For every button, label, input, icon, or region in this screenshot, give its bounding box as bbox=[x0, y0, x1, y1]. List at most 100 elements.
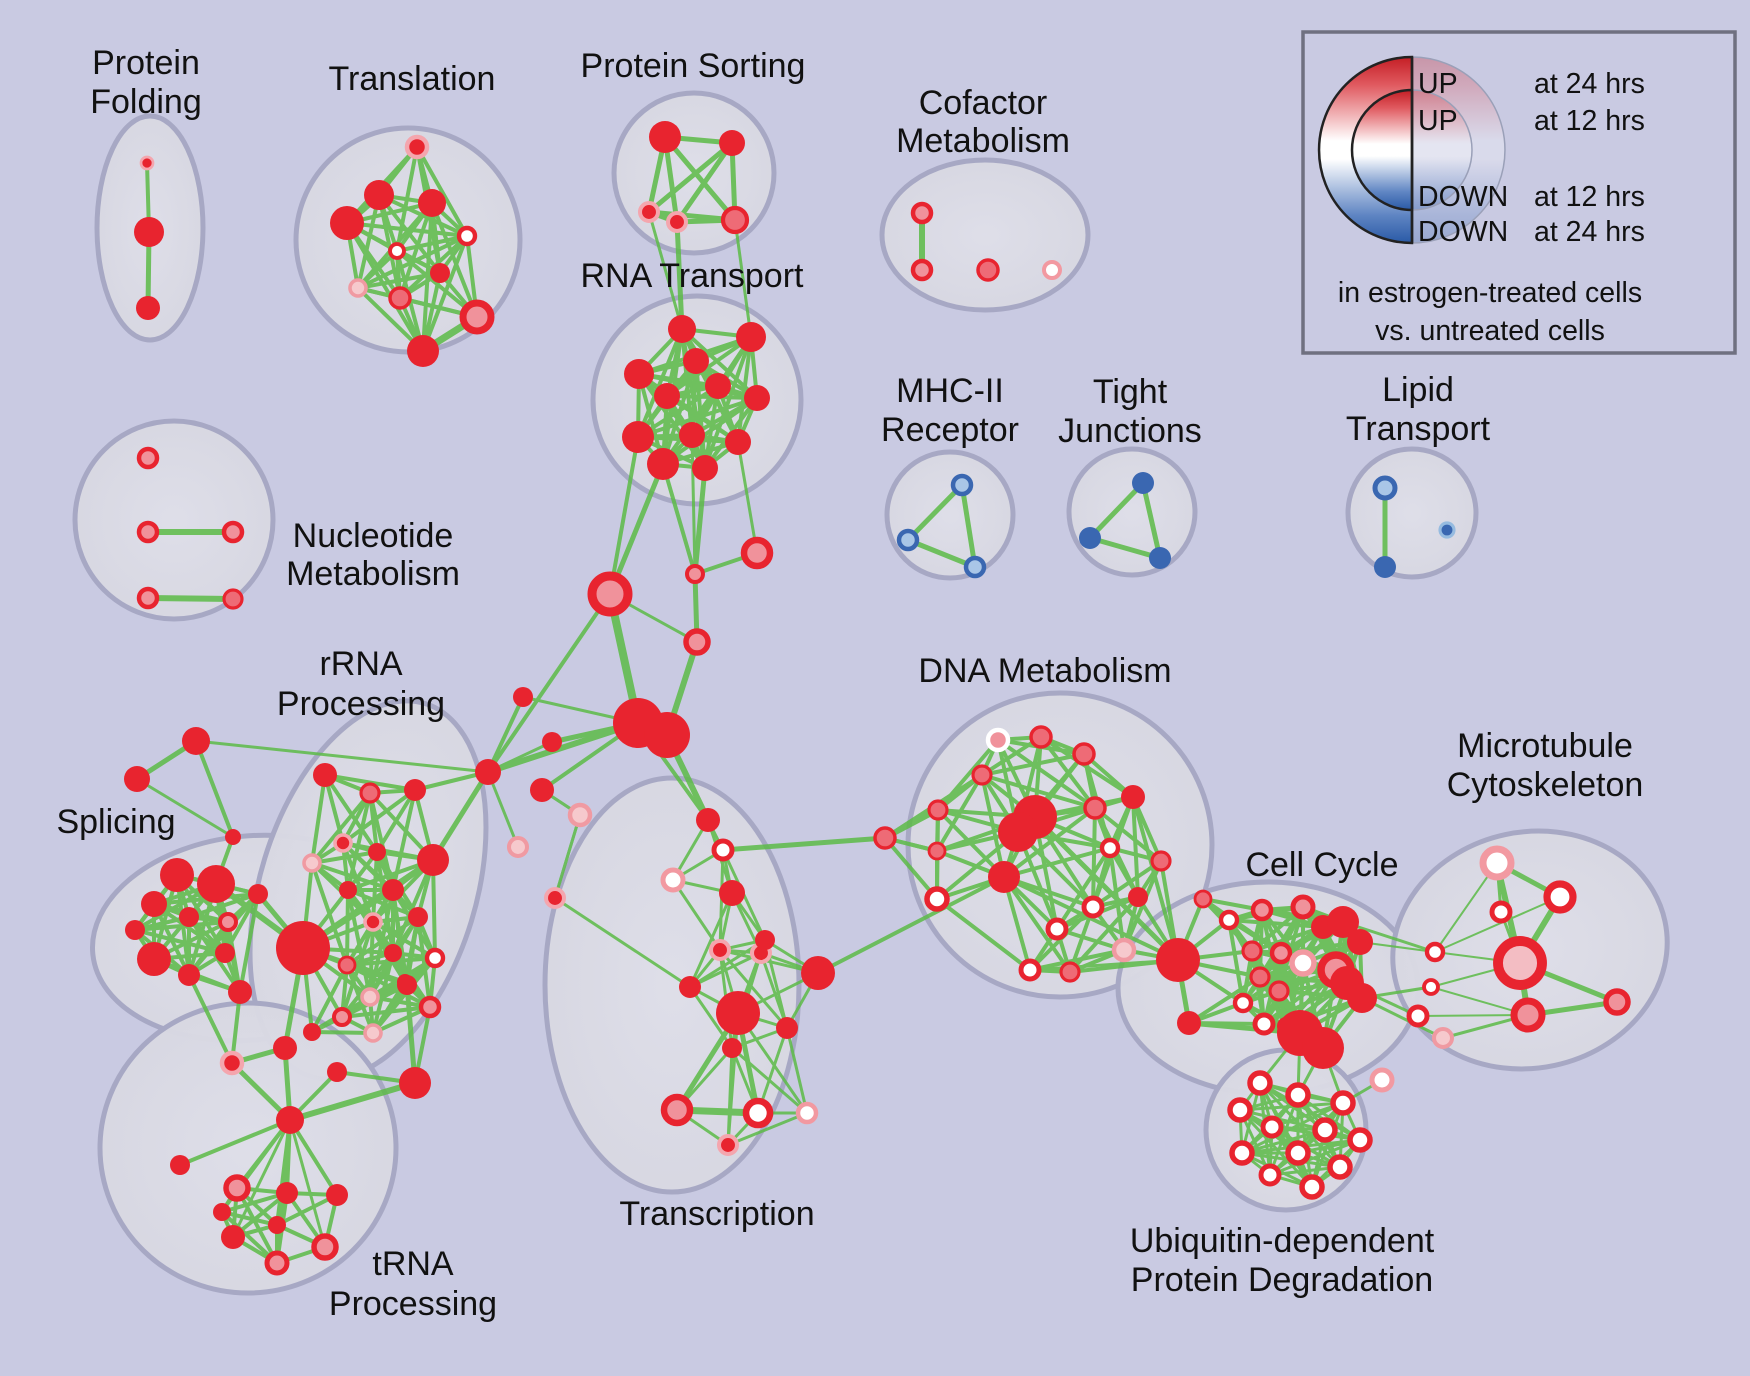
network-edge bbox=[636, 327, 684, 439]
network-edge bbox=[310, 791, 372, 865]
network-node bbox=[685, 564, 705, 584]
cluster-ellipse-nucleotide-metabolism bbox=[72, 418, 276, 622]
network-edge bbox=[404, 982, 418, 1086]
cluster-label-cofactor-metabolism: Cofactor Metabolism bbox=[896, 84, 1070, 160]
network-node bbox=[388, 286, 412, 310]
network-node bbox=[348, 278, 368, 298]
network-edge bbox=[346, 791, 372, 892]
cluster-label-nucleotide-metabolism: Nucleotide Metabolism bbox=[286, 517, 460, 593]
network-edge bbox=[1240, 1128, 1327, 1155]
network-node bbox=[1424, 941, 1446, 963]
network-node bbox=[679, 422, 705, 448]
network-edge bbox=[310, 861, 395, 892]
network-node bbox=[736, 322, 766, 352]
network-edge bbox=[553, 896, 692, 989]
legend-direction-2: DOWN bbox=[1418, 181, 1508, 213]
network-node bbox=[1045, 917, 1069, 941]
network-node bbox=[1489, 900, 1513, 924]
network-edge bbox=[1091, 859, 1163, 909]
network-node bbox=[221, 1225, 245, 1249]
network-node bbox=[407, 335, 439, 367]
network-node bbox=[1438, 521, 1456, 539]
legend-direction-0: UP bbox=[1418, 68, 1458, 100]
network-node bbox=[1285, 1082, 1311, 1108]
network-edge bbox=[486, 770, 520, 849]
legend-text: UP at 24 hrs UP at 12 hrs DOWN at 12 hrs DOWN a… bbox=[1338, 68, 1645, 347]
network-edge bbox=[485, 720, 641, 775]
network-edge bbox=[690, 433, 697, 576]
network-edge bbox=[356, 193, 381, 290]
network-edge bbox=[341, 788, 417, 845]
network-edge bbox=[133, 920, 230, 932]
cluster-label-protein-sorting: Protein Sorting bbox=[581, 47, 806, 85]
network-edge bbox=[345, 888, 350, 967]
network-node bbox=[622, 421, 654, 453]
network-edge bbox=[340, 951, 395, 1019]
network-edge bbox=[1250, 925, 1325, 953]
cluster-label-protein-folding: Protein Folding bbox=[90, 44, 202, 121]
network-node bbox=[647, 448, 679, 480]
network-node bbox=[1252, 1012, 1276, 1036]
network-node bbox=[1302, 1027, 1344, 1069]
network-node bbox=[170, 1155, 190, 1175]
network-edge bbox=[1028, 958, 1180, 972]
network-node bbox=[337, 955, 357, 975]
network-node bbox=[1510, 997, 1546, 1033]
network-node bbox=[1029, 725, 1053, 749]
network-edge bbox=[1055, 846, 1112, 931]
network-edge bbox=[996, 738, 1097, 810]
network-edge bbox=[688, 891, 734, 989]
network-node bbox=[1268, 980, 1290, 1002]
network-node bbox=[1232, 992, 1254, 1014]
network-node bbox=[795, 1101, 819, 1125]
network-edge bbox=[287, 1080, 418, 1123]
network-node bbox=[1347, 983, 1377, 1013]
network-node bbox=[683, 628, 711, 656]
network-node bbox=[219, 1050, 245, 1076]
network-node bbox=[963, 555, 987, 579]
network-edge bbox=[726, 1011, 740, 1147]
network-node bbox=[475, 759, 501, 785]
cluster-label-tight-junctions: Tight Junctions bbox=[1058, 373, 1202, 450]
cluster-ellipse-cofactor-metabolism bbox=[879, 157, 1091, 313]
network-node bbox=[716, 991, 760, 1035]
network-node bbox=[136, 446, 160, 470]
network-edge bbox=[220, 1210, 279, 1227]
network-edge bbox=[288, 1118, 327, 1249]
network-edge bbox=[1140, 480, 1163, 561]
network-node bbox=[1290, 894, 1316, 920]
network-node bbox=[197, 865, 235, 903]
network-edge bbox=[1187, 975, 1262, 1025]
network-node bbox=[1247, 1070, 1273, 1096]
network-node bbox=[542, 732, 562, 752]
network-node bbox=[218, 912, 238, 932]
network-node bbox=[971, 764, 993, 786]
network-edge bbox=[371, 850, 379, 924]
network-node bbox=[1229, 1140, 1255, 1166]
network-edge bbox=[674, 140, 735, 225]
network-node bbox=[755, 930, 775, 950]
network-node bbox=[988, 861, 1020, 893]
network-node bbox=[927, 841, 947, 861]
network-edge bbox=[235, 1186, 279, 1265]
network-edge bbox=[1341, 920, 1437, 954]
network-edge bbox=[665, 394, 740, 444]
network-edge bbox=[310, 1030, 375, 1035]
network-node bbox=[333, 833, 353, 853]
legend-ring-12h-faded bbox=[1411, 89, 1473, 211]
network-edge bbox=[1028, 948, 1126, 972]
network-edge bbox=[1360, 996, 1445, 1040]
network-node bbox=[1543, 880, 1577, 914]
network-node bbox=[418, 995, 442, 1019]
network-node bbox=[1081, 895, 1105, 919]
network-edge bbox=[1131, 795, 1180, 962]
network-nodes bbox=[124, 121, 1631, 1276]
network-edge bbox=[1002, 875, 1032, 972]
network-node bbox=[1149, 547, 1171, 569]
network-edge bbox=[720, 835, 888, 853]
network-edge bbox=[310, 963, 349, 1034]
network-node bbox=[1493, 936, 1547, 990]
network-node bbox=[276, 1182, 298, 1204]
network-edge bbox=[1091, 806, 1097, 909]
network-edge bbox=[194, 739, 235, 839]
